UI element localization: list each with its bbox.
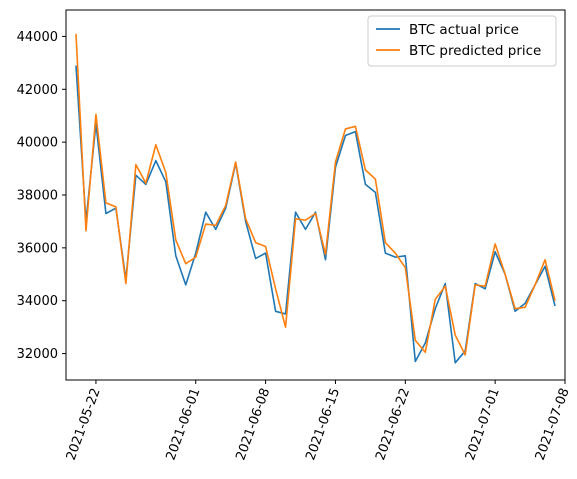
y-tick-label: 42000	[17, 83, 58, 98]
y-tick-label: 34000	[17, 294, 58, 309]
legend-entry: BTC predicted price	[409, 43, 541, 59]
series-line-actual	[75, 65, 556, 364]
series-line-predicted	[75, 33, 556, 356]
legend-entry: BTC actual price	[409, 22, 519, 38]
y-tick-label: 36000	[17, 241, 58, 256]
legend-box	[367, 15, 557, 67]
legend: BTC actual price BTC predicted price	[367, 15, 557, 67]
y-tick-label: 40000	[17, 136, 58, 151]
y-tick-label: 44000	[17, 30, 58, 45]
plot-area	[75, 33, 556, 364]
y-tick-label: 38000	[17, 189, 58, 204]
y-tick-label: 32000	[17, 347, 58, 362]
